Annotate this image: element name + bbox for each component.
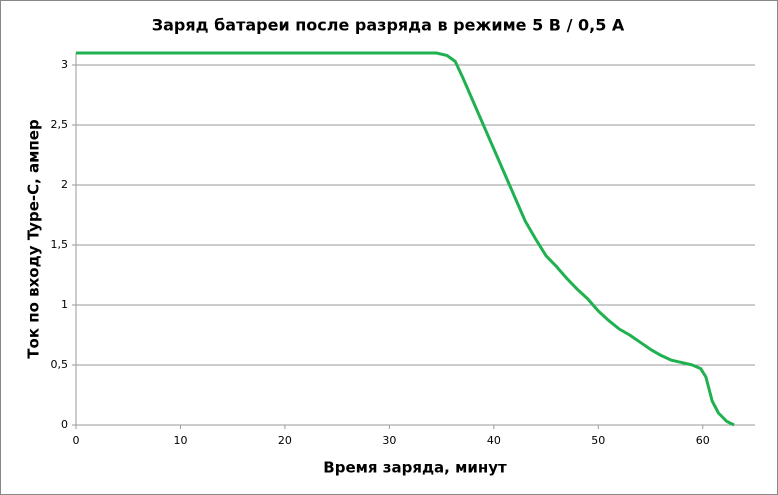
y-tick-label: 3 (61, 58, 68, 71)
y-tick-label: 1 (61, 298, 68, 311)
y-tick-label: 2 (61, 178, 68, 191)
x-tick-label: 60 (696, 434, 710, 447)
x-axis-label: Время заряда, минут (323, 459, 507, 477)
x-tick-label: 20 (278, 434, 292, 447)
x-tick-label: 50 (591, 434, 605, 447)
y-tick-label: 0,5 (51, 358, 69, 371)
chart-title: Заряд батареи после разряда в режиме 5 В… (152, 16, 625, 35)
y-tick-label: 0 (61, 418, 68, 431)
x-tick-label: 0 (73, 434, 80, 447)
x-tick-label: 10 (173, 434, 187, 447)
y-axis-label: Ток по входу Type-C, ампер (25, 119, 43, 359)
y-tick-label: 2,5 (51, 118, 69, 131)
x-tick-label: 30 (382, 434, 396, 447)
data-line (76, 51, 735, 427)
x-tick-label: 40 (487, 434, 501, 447)
y-tick-label: 1,5 (51, 238, 69, 251)
